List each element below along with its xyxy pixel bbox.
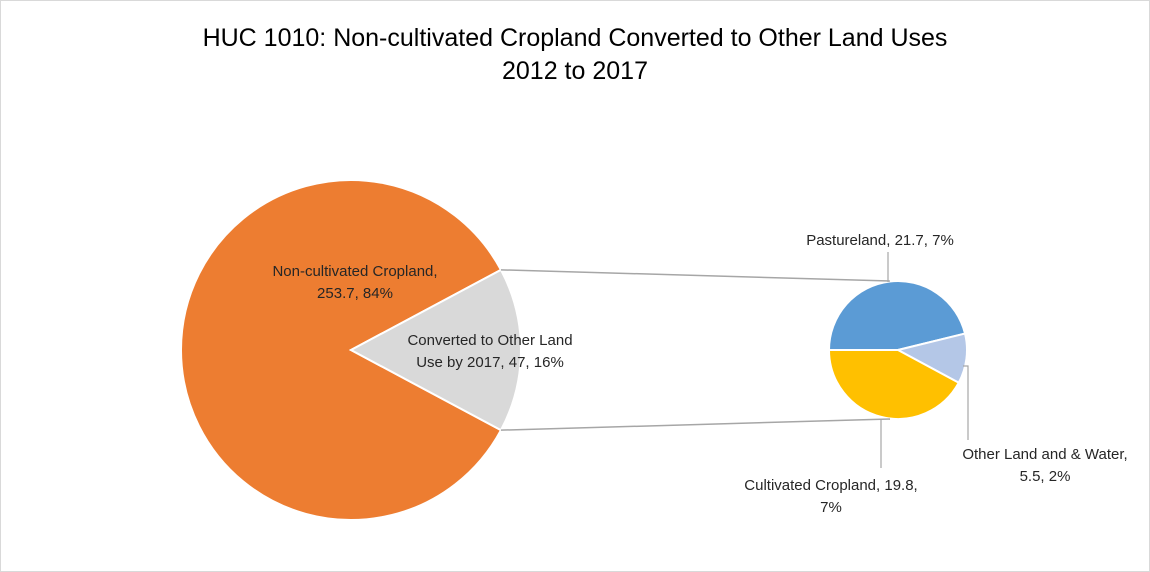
data-label-other-land-and-water-line-1: Other Land and & Water, <box>962 446 1127 463</box>
leader-line-other-land <box>963 365 969 440</box>
chart-title-line-2: 2012 to 2017 <box>502 57 648 85</box>
data-label-non-cultivated-cropland-line-1: Non-cultivated Cropland, <box>272 263 437 280</box>
connector-line-bottom <box>500 418 891 431</box>
data-label-converted-to-other-land-use-line-2: Use by 2017, 47, 16% <box>416 354 564 371</box>
slice-non-cultivated-cropland <box>180 179 503 521</box>
data-label-other-land-and-water: Other Land and & Water, 5.5, 2% <box>962 446 1127 485</box>
data-label-other-land-and-water-line-2: 5.5, 2% <box>1020 468 1071 485</box>
data-label-converted-to-other-land-use: Converted to Other Land Use by 2017, 47, … <box>407 332 572 371</box>
chart-title: HUC 1010: Non-cultivated Cropland Conver… <box>0 22 1150 88</box>
data-label-converted-to-other-land-use-line-1: Converted to Other Land <box>407 332 572 349</box>
data-label-non-cultivated-cropland: Non-cultivated Cropland, 253.7, 84% <box>272 263 437 302</box>
connector-line-top <box>500 269 891 282</box>
slice-cultivated-cropland <box>827 349 961 420</box>
data-label-non-cultivated-cropland-line-2: 253.7, 84% <box>317 285 393 302</box>
data-label-pastureland: Pastureland, 21.7, 7% <box>806 232 954 249</box>
data-label-cultivated-cropland-line-1: Cultivated Cropland, 19.8, <box>744 477 917 494</box>
slice-converted-to-other-land-use-by-2017 <box>348 268 522 432</box>
data-label-cultivated-cropland: Cultivated Cropland, 19.8, 7% <box>744 477 917 516</box>
data-label-pastureland-line-1: Pastureland, 21.7, 7% <box>806 232 954 249</box>
chart-title-line-1: HUC 1010: Non-cultivated Cropland Conver… <box>202 24 948 52</box>
data-label-cultivated-cropland-line-2: 7% <box>820 499 842 516</box>
